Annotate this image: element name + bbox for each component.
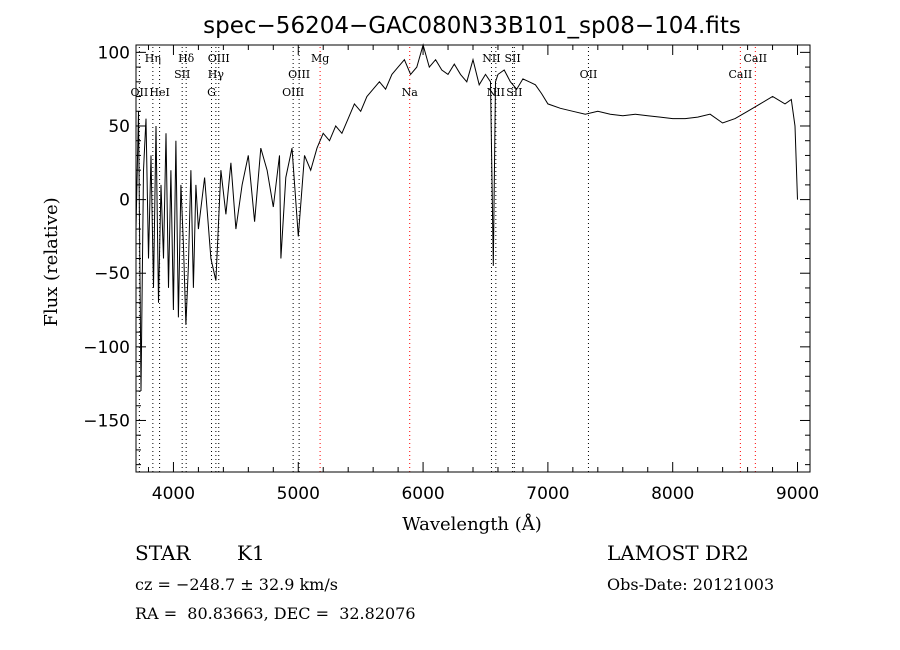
line-label-4: Hδ bbox=[178, 52, 195, 65]
line-label-6: Hγ bbox=[208, 68, 225, 81]
line-label-12: NII bbox=[482, 52, 500, 65]
line-label-8: OIII bbox=[282, 86, 304, 99]
x-tick-label: 8000 bbox=[651, 484, 694, 504]
line-label-17: CaII bbox=[729, 68, 753, 81]
coordinates-text: RA = 80.83663, DEC = 32.82076 bbox=[135, 604, 416, 623]
line-label-5: G bbox=[207, 86, 216, 99]
x-axis-ticks: 4000 5000 6000 7000 8000 9000 bbox=[147, 45, 819, 504]
line-label-14: SII bbox=[504, 52, 520, 65]
y-tick-label: −150 bbox=[83, 411, 130, 431]
line-label-3: SII bbox=[174, 68, 190, 81]
line-label-11: Na bbox=[402, 86, 419, 99]
x-tick-label: 4000 bbox=[152, 484, 195, 504]
obs-date-text: Obs-Date: 20121003 bbox=[607, 575, 775, 594]
x-tick-label: 5000 bbox=[277, 484, 320, 504]
x-axis-label: Wavelength (Å) bbox=[402, 513, 542, 535]
x-tick-label: 9000 bbox=[776, 484, 819, 504]
y-axis-label: Flux (relative) bbox=[41, 197, 62, 326]
spectral-line-markers bbox=[138, 47, 756, 472]
y-tick-label: −50 bbox=[94, 264, 130, 284]
redshift-text: cz = −248.7 ± 32.9 km/s bbox=[135, 575, 338, 594]
line-label-7: OIII bbox=[208, 52, 230, 65]
x-tick-label: 7000 bbox=[526, 484, 569, 504]
line-label-9: OIII bbox=[288, 68, 310, 81]
y-tick-label: 100 bbox=[98, 43, 130, 63]
y-tick-label: 50 bbox=[108, 117, 130, 137]
x-tick-label: 6000 bbox=[401, 484, 444, 504]
y-tick-label: 0 bbox=[119, 191, 130, 211]
line-label-16: OII bbox=[580, 68, 598, 81]
object-subclass-label: K1 bbox=[237, 541, 265, 565]
line-label-15: SII bbox=[506, 86, 522, 99]
survey-label: LAMOST DR2 bbox=[607, 541, 749, 565]
line-label-18: CaII bbox=[743, 52, 767, 65]
spectral-line-labels: OIIHηHeISIIHδGHγOIIIOIIIOIIIMgNaNIINIISI… bbox=[131, 52, 768, 99]
spectrum-series-line bbox=[135, 43, 798, 392]
chart-title: spec−56204−GAC080N33B101_sp08−104.fits bbox=[203, 13, 741, 39]
line-label-0: OII bbox=[131, 86, 149, 99]
line-label-1: Hη bbox=[145, 52, 161, 65]
y-tick-label: −100 bbox=[83, 338, 130, 358]
plot-frame bbox=[135, 44, 811, 473]
object-class-label: STAR bbox=[135, 541, 191, 565]
line-label-10: Mg bbox=[311, 52, 329, 65]
y-axis-ticks: −150 −100 −50 0 50 100 bbox=[83, 43, 810, 466]
line-label-2: HeI bbox=[149, 86, 169, 99]
